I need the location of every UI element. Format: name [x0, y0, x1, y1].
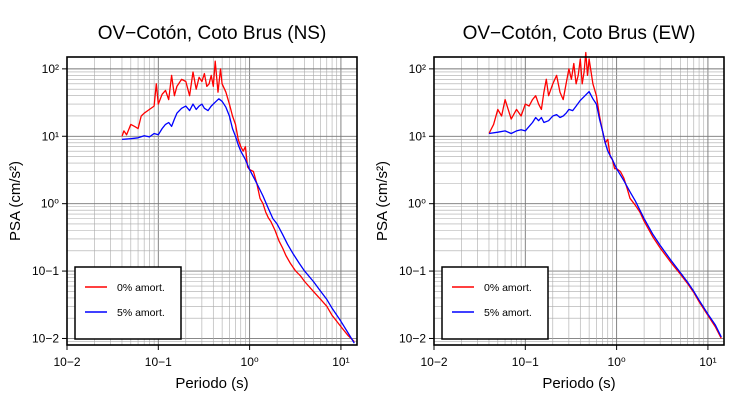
x-tick-label: 10−2: [53, 355, 80, 369]
y-tick-label: 10−2: [399, 331, 426, 345]
series-line-1: [121, 98, 355, 344]
x-axis-label: Periodo (s): [175, 375, 248, 392]
x-tick-label: 10−2: [420, 355, 447, 369]
y-tick-label: 10−1: [32, 264, 59, 278]
y-tick-label: 10²: [409, 62, 426, 76]
series-line-1: [488, 90, 722, 338]
series-line-0: [121, 60, 355, 343]
x-tick-label: 10¹: [332, 355, 349, 369]
x-tick-label: 10¹: [699, 355, 716, 369]
legend-label-0: 0% amort.: [484, 282, 532, 294]
x-tick-label: 10−1: [512, 355, 539, 369]
x-axis-label: Periodo (s): [542, 375, 615, 392]
legend-box: [441, 266, 549, 340]
chart-title: OV−Cotón, Coto Brus (NS): [98, 23, 327, 44]
chart-ew: OV−Cotón, Coto Brus (EW) Periodo (s) PSA…: [374, 23, 725, 392]
y-tick-label: 10−1: [399, 264, 426, 278]
y-tick-label: 10⁰: [408, 197, 426, 211]
plot-frame: [433, 56, 725, 346]
legend-label-1: 5% amort.: [117, 307, 165, 319]
y-tick-label: 10⁰: [41, 197, 59, 211]
y-tick-label: 10−2: [32, 331, 59, 345]
y-tick-label: 10¹: [409, 129, 426, 143]
x-tick-label: 10⁰: [241, 355, 259, 369]
series-line-0: [488, 51, 722, 339]
x-tick-label: 10−1: [145, 355, 172, 369]
chart-title: OV−Cotón, Coto Brus (EW): [463, 23, 696, 44]
chart-ns: OV−Cotón, Coto Brus (NS) Periodo (s) PSA…: [7, 23, 358, 392]
y-axis-label: PSA (cm/s²): [7, 161, 24, 241]
y-axis-label: PSA (cm/s²): [374, 161, 391, 241]
legend-box: [74, 266, 182, 340]
legend-label-0: 0% amort.: [117, 282, 165, 294]
y-tick-label: 10²: [42, 62, 59, 76]
legend-label-1: 5% amort.: [484, 307, 532, 319]
plot-frame: [66, 56, 358, 346]
x-tick-label: 10⁰: [608, 355, 626, 369]
y-tick-label: 10¹: [42, 129, 59, 143]
